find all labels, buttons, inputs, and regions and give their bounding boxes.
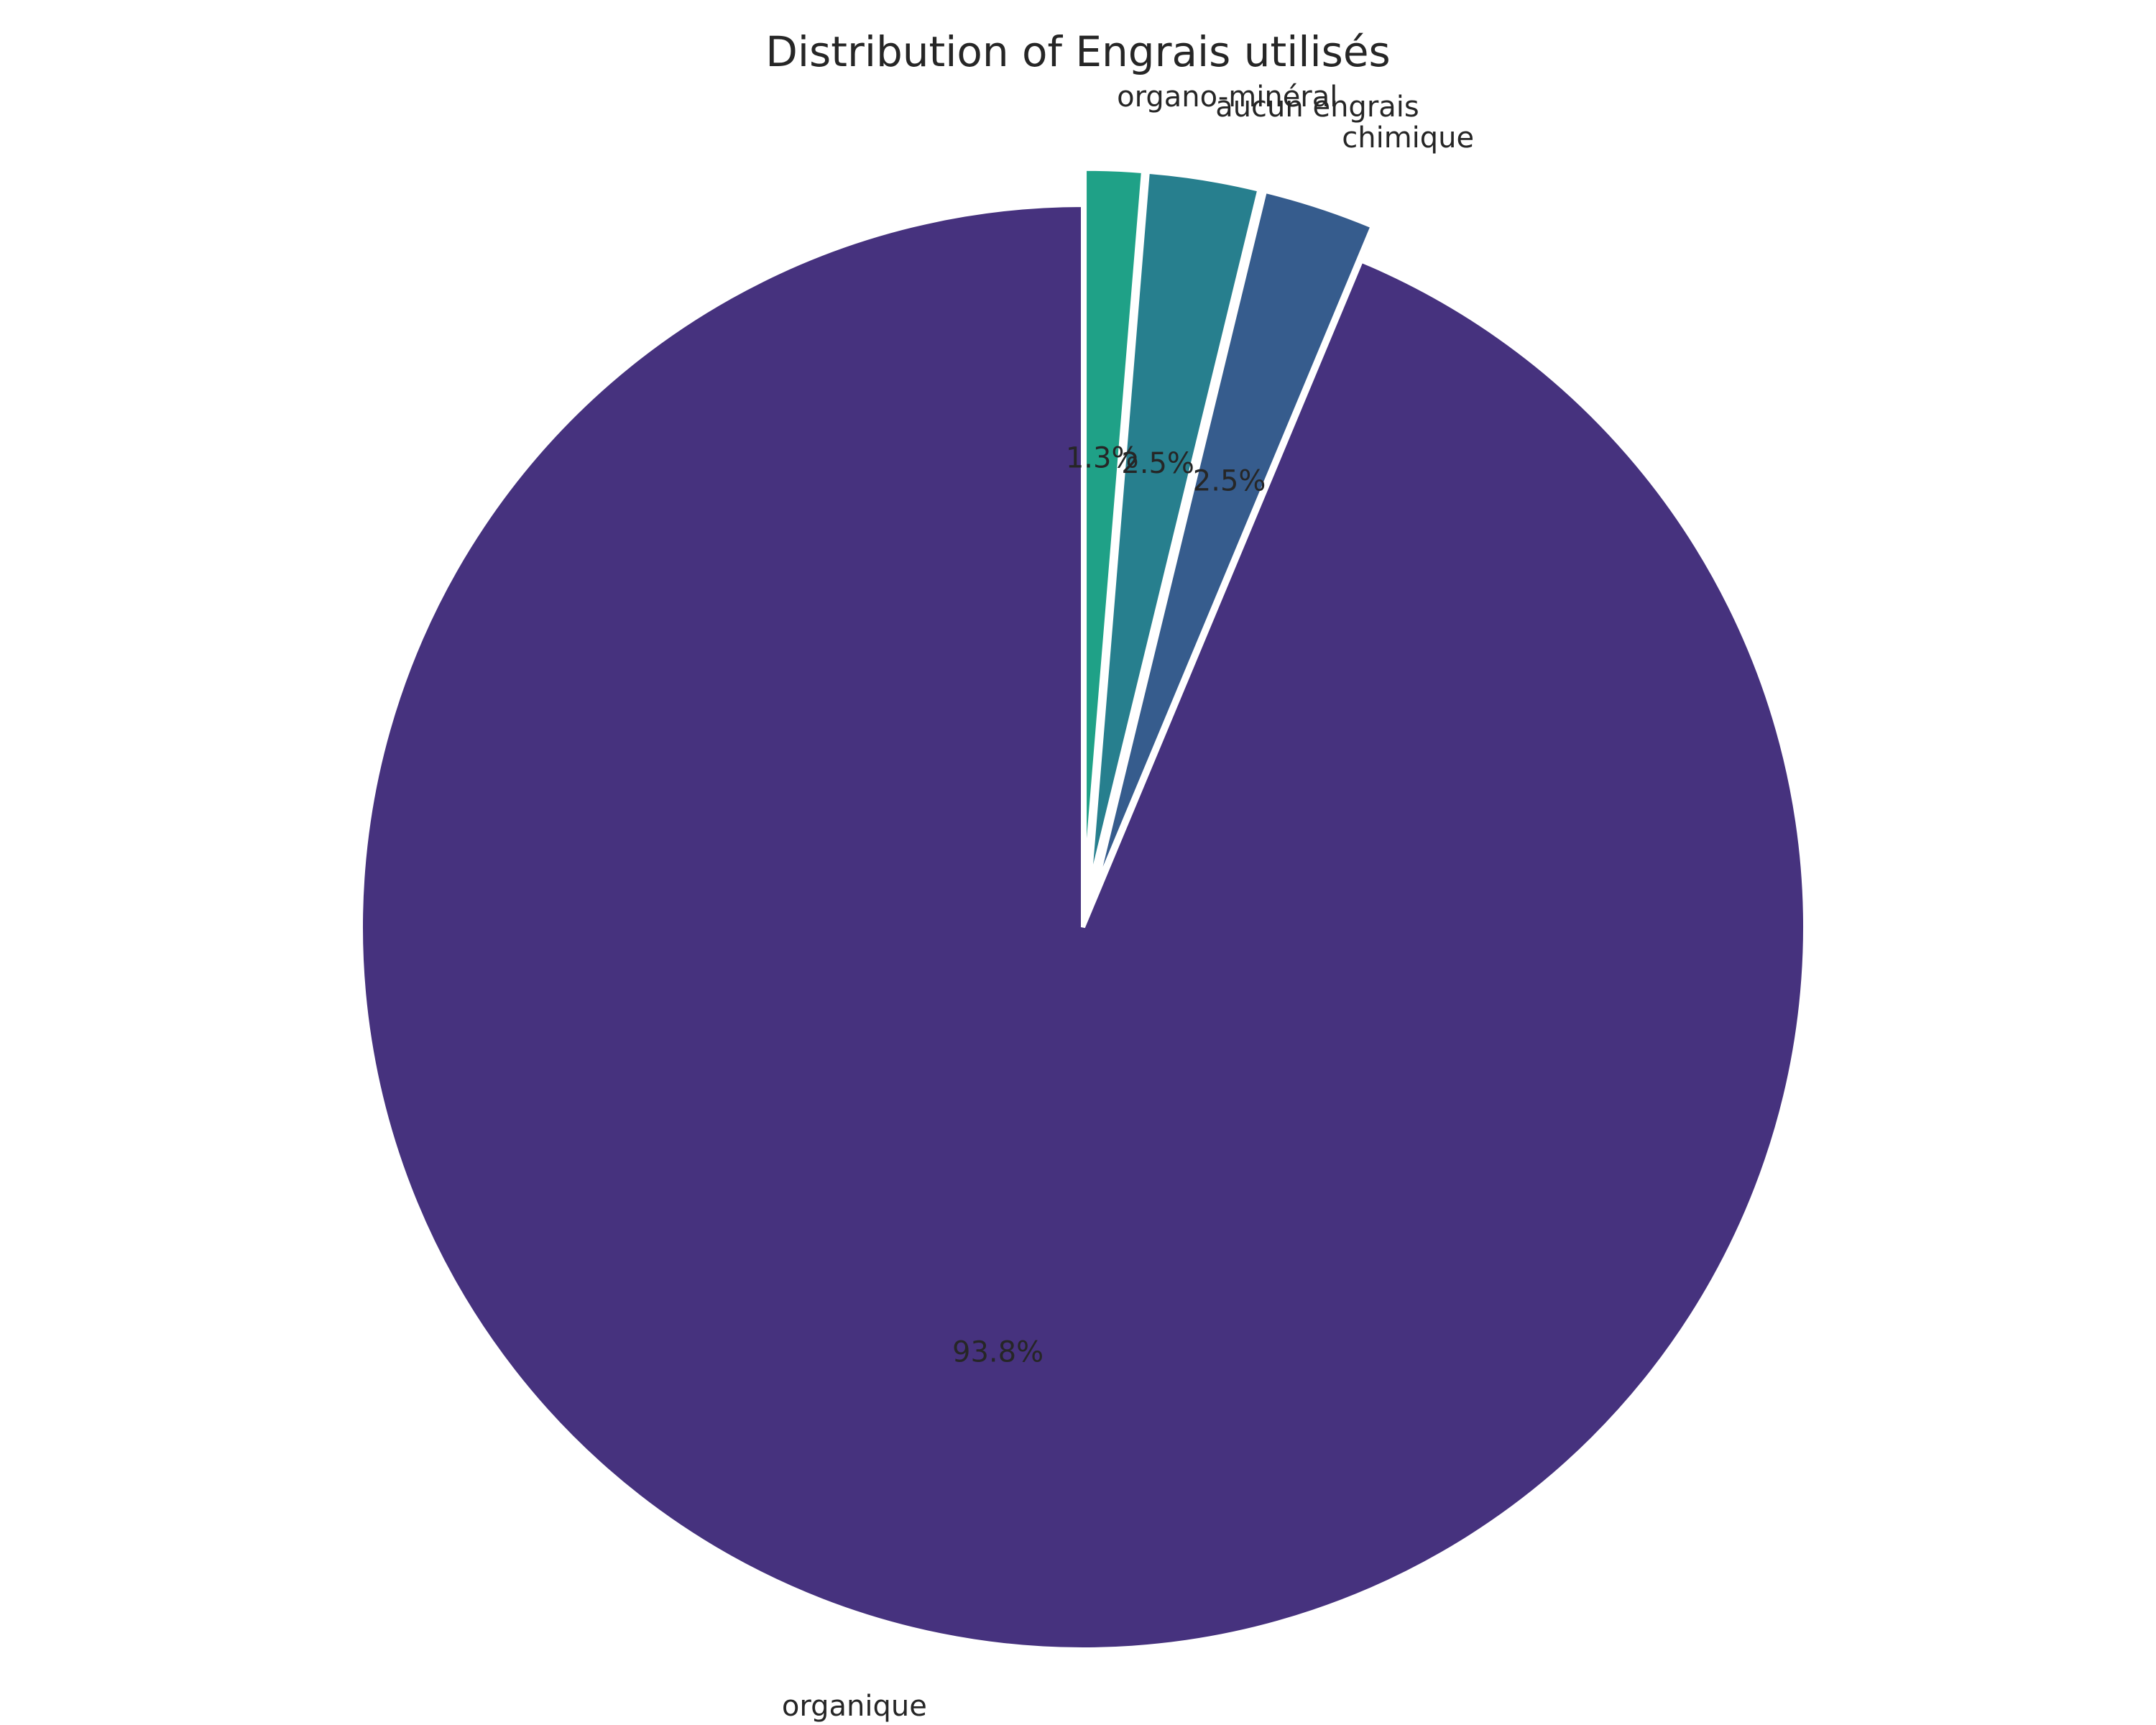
- pie-slice-chimique: [1092, 188, 1376, 894]
- pie-labels: organique 93.8% chimique 2.5% aucun engrais 2…: [782, 80, 1474, 1723]
- slice-label-organique: organique: [782, 1690, 927, 1723]
- pct-label-aucun-engrais: 2.5%: [1121, 447, 1194, 480]
- pct-label-organique: 93.8%: [952, 1335, 1044, 1368]
- pie-slices: [359, 166, 1808, 1652]
- slice-label-aucun-engrais: aucun engrais: [1215, 91, 1419, 124]
- pct-label-chimique: 2.5%: [1193, 464, 1266, 497]
- pie-slice-aucun-engrais: [1087, 169, 1263, 893]
- chart-title: Distribution of Engrais utilisés: [765, 27, 1391, 76]
- slice-label-organo-mineral: organo-minéral: [1117, 80, 1337, 114]
- pie-slice-organique: [359, 202, 1808, 1652]
- slice-label-chimique: chimique: [1342, 121, 1474, 155]
- pie-slice-organo-mineral: [1082, 166, 1146, 892]
- pct-label-organo-mineral: 1.3%: [1066, 441, 1139, 474]
